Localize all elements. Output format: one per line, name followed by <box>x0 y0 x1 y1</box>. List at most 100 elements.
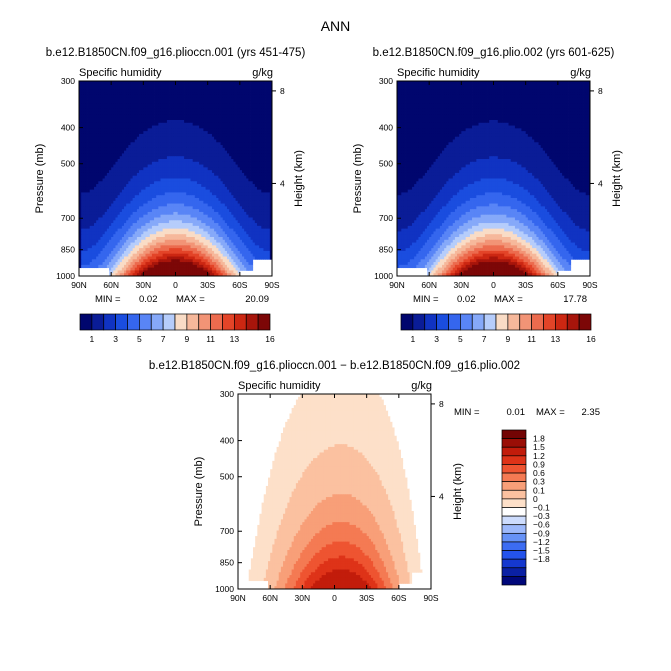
contour-cell <box>89 139 93 143</box>
contour-cell <box>96 234 99 238</box>
contour-cell <box>102 89 106 93</box>
contour-cell <box>145 120 149 124</box>
contour-cell <box>250 156 254 160</box>
contour-cell <box>81 175 84 179</box>
contour-cell <box>151 142 155 146</box>
contour-cell <box>81 136 84 140</box>
contour-cell <box>98 139 101 143</box>
contour-cell <box>177 175 181 179</box>
contour-cell <box>203 142 206 146</box>
contour-cell <box>124 175 127 179</box>
contour-cell <box>175 128 179 132</box>
contour-cell <box>263 195 266 199</box>
contour-cell <box>203 206 206 210</box>
contour-cell <box>226 231 230 235</box>
contour-cell <box>151 214 155 218</box>
contour-cell <box>94 153 97 157</box>
contour-cell <box>252 139 256 143</box>
contour-cell <box>160 89 164 93</box>
contour-cell <box>154 200 157 204</box>
contour-cell <box>175 92 179 96</box>
contour-cell <box>259 142 262 146</box>
contour-cell <box>139 111 142 115</box>
contour-cell <box>79 217 82 221</box>
contour-cell <box>98 200 101 204</box>
contour-cell <box>149 231 153 235</box>
contour-cell <box>233 178 236 182</box>
contour-cell <box>261 231 264 235</box>
contour-cell <box>239 181 243 185</box>
contour-cell <box>117 159 121 163</box>
contour-cell <box>119 203 123 207</box>
contour-cell <box>154 161 157 165</box>
contour-cell <box>248 231 251 235</box>
contour-cell <box>224 172 228 177</box>
contour-cell <box>119 156 123 160</box>
contour-cell <box>83 225 86 230</box>
contour-cell <box>147 97 151 101</box>
contour-cell <box>235 181 239 185</box>
contour-cell <box>263 136 266 140</box>
contour-cell <box>169 103 172 107</box>
contour-cell <box>250 175 254 179</box>
contour-cell <box>134 120 138 124</box>
contour-cell <box>141 139 144 143</box>
contour-cell <box>164 125 168 129</box>
contour-cell <box>171 167 174 171</box>
contour-cell <box>132 92 136 96</box>
contour-cell <box>226 103 230 107</box>
contour-cell <box>149 153 153 157</box>
contour-cell <box>85 92 88 96</box>
contour-cell <box>263 106 266 110</box>
contour-cell <box>130 167 134 171</box>
contour-cell <box>179 145 183 149</box>
contour-cell <box>87 150 91 154</box>
contour-cell <box>145 189 149 193</box>
contour-cell <box>121 125 125 129</box>
contour-cell <box>106 133 110 138</box>
contour-cell <box>162 122 166 126</box>
contour-cell <box>151 209 155 213</box>
contour-cell <box>184 128 187 132</box>
contour-cell <box>94 111 97 115</box>
contour-cell <box>109 83 112 87</box>
contour-cell <box>261 223 264 227</box>
contour-cell <box>259 214 262 218</box>
contour-cell <box>169 181 172 185</box>
contour-cell <box>220 81 224 85</box>
contour-cell <box>98 94 101 99</box>
contour-cell <box>263 184 266 188</box>
contour-cell <box>201 150 204 154</box>
contour-cell <box>85 94 88 99</box>
contour-cell <box>207 94 211 99</box>
contour-cell <box>220 170 224 174</box>
contour-cell <box>216 114 219 118</box>
contour-cell <box>83 142 86 146</box>
contour-cell <box>218 92 221 96</box>
contour-cell <box>263 203 266 207</box>
contour-cell <box>201 172 204 177</box>
contour-cell <box>117 234 121 238</box>
contour-cell <box>239 172 243 177</box>
contour-cell <box>269 153 273 157</box>
contour-cell <box>166 192 170 196</box>
contour-cell <box>235 225 239 230</box>
contour-cell <box>175 225 179 230</box>
contour-cell <box>186 120 189 124</box>
contour-cell <box>229 186 232 191</box>
contour-cell <box>203 100 206 104</box>
contour-cell <box>244 186 247 191</box>
contour-cell <box>205 184 209 188</box>
contour-cell <box>250 114 254 118</box>
contour-cell <box>81 120 84 124</box>
contour-cell <box>104 128 108 132</box>
contour-cell <box>188 83 191 87</box>
contour-cell <box>136 214 140 218</box>
contour-cell <box>261 167 264 171</box>
contour-cell <box>244 175 247 179</box>
contour-cell <box>248 223 251 227</box>
contour-cell <box>173 206 176 210</box>
contour-cell <box>237 150 241 154</box>
contour-cell <box>136 89 140 93</box>
contour-cell <box>164 142 168 146</box>
